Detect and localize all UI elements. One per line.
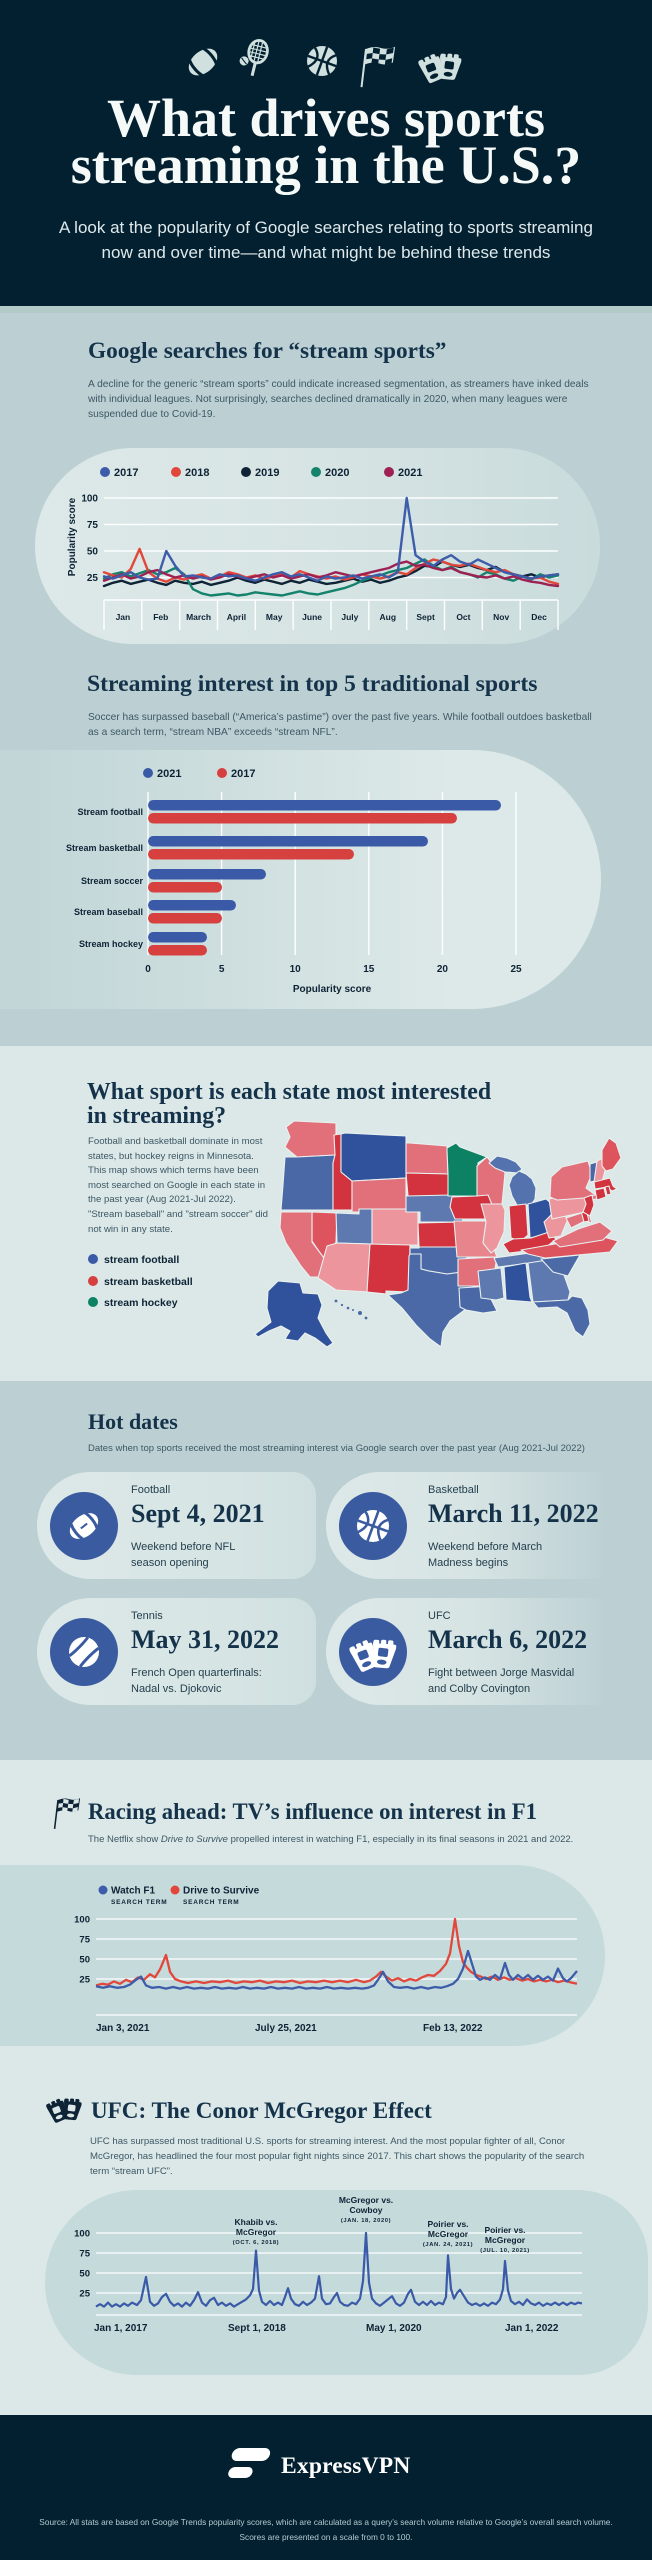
svg-text:25: 25 xyxy=(510,964,522,975)
svg-text:Jan 3, 2021: Jan 3, 2021 xyxy=(96,2023,150,2034)
svg-text:July: July xyxy=(341,612,358,622)
svg-text:75: 75 xyxy=(87,520,99,531)
svg-text:(OCT. 6, 2018): (OCT. 6, 2018) xyxy=(233,2240,279,2246)
svg-text:Drive to Survive: Drive to Survive xyxy=(183,1886,260,1897)
svg-text:Poirier vs.: Poirier vs. xyxy=(427,2219,468,2229)
svg-text:Cowboy: Cowboy xyxy=(349,2205,382,2215)
svg-text:(JUL. 10, 2021): (JUL. 10, 2021) xyxy=(480,2248,530,2254)
svg-text:75: 75 xyxy=(79,1935,90,1946)
svg-text:2020: 2020 xyxy=(325,467,349,479)
svg-text:100: 100 xyxy=(81,494,98,505)
svg-text:Stream hockey: Stream hockey xyxy=(79,939,143,949)
svg-text:Khabib vs.: Khabib vs. xyxy=(235,2217,278,2227)
svg-text:May: May xyxy=(266,612,283,622)
svg-text:McGregor: McGregor xyxy=(236,2227,277,2237)
svg-text:5: 5 xyxy=(219,964,225,975)
svg-text:March: March xyxy=(186,612,211,622)
svg-text:McGregor: McGregor xyxy=(485,2235,526,2245)
svg-text:Stream basketball: Stream basketball xyxy=(66,843,143,853)
svg-text:(JAN. 18, 2020): (JAN. 18, 2020) xyxy=(341,2218,391,2224)
svg-text:McGregor: McGregor xyxy=(428,2229,469,2239)
svg-text:25: 25 xyxy=(79,1975,90,1986)
svg-text:20: 20 xyxy=(437,964,449,975)
svg-text:100: 100 xyxy=(74,2229,90,2240)
svg-text:50: 50 xyxy=(79,2269,90,2280)
svg-text:SEARCH TERM: SEARCH TERM xyxy=(111,1899,167,1906)
svg-text:Jan 1, 2022: Jan 1, 2022 xyxy=(505,2323,559,2334)
svg-text:2019: 2019 xyxy=(255,467,279,479)
svg-text:Stream baseball: Stream baseball xyxy=(74,907,143,917)
svg-text:Jan 1, 2017: Jan 1, 2017 xyxy=(94,2323,148,2334)
svg-text:2021: 2021 xyxy=(157,768,181,780)
svg-text:Popularity score: Popularity score xyxy=(293,984,372,995)
svg-text:2017: 2017 xyxy=(114,467,138,479)
svg-text:Feb 13, 2022: Feb 13, 2022 xyxy=(423,2023,483,2034)
svg-text:Sept: Sept xyxy=(416,612,435,622)
svg-text:Stream football: Stream football xyxy=(77,807,143,817)
svg-text:June: June xyxy=(302,612,322,622)
svg-text:15: 15 xyxy=(363,964,375,975)
svg-text:Oct: Oct xyxy=(456,612,470,622)
svg-text:Dec: Dec xyxy=(531,612,547,622)
svg-text:10: 10 xyxy=(290,964,302,975)
svg-text:100: 100 xyxy=(74,1915,90,1926)
svg-text:2018: 2018 xyxy=(185,467,209,479)
svg-text:Popularity score: Popularity score xyxy=(67,497,78,576)
svg-text:stream football: stream football xyxy=(104,1254,179,1266)
svg-text:May 1, 2020: May 1, 2020 xyxy=(366,2323,422,2334)
svg-text:50: 50 xyxy=(79,1955,90,1966)
svg-text:Stream soccer: Stream soccer xyxy=(81,876,144,886)
svg-text:Feb: Feb xyxy=(153,612,168,622)
svg-text:25: 25 xyxy=(79,2289,90,2300)
svg-text:(JAN. 24, 2021): (JAN. 24, 2021) xyxy=(423,2242,473,2248)
svg-text:75: 75 xyxy=(79,2249,90,2260)
svg-text:McGregor vs.: McGregor vs. xyxy=(339,2195,393,2205)
svg-text:Poirier vs.: Poirier vs. xyxy=(484,2225,525,2235)
svg-text:50: 50 xyxy=(87,547,99,558)
svg-text:Watch F1: Watch F1 xyxy=(111,1886,156,1897)
svg-text:Jan: Jan xyxy=(116,612,131,622)
svg-text:stream basketball: stream basketball xyxy=(104,1276,193,1288)
svg-text:2017: 2017 xyxy=(231,768,255,780)
svg-text:2021: 2021 xyxy=(398,467,422,479)
svg-text:July 25, 2021: July 25, 2021 xyxy=(255,2023,317,2034)
svg-text:0: 0 xyxy=(145,964,151,975)
svg-text:Nov: Nov xyxy=(493,612,509,622)
svg-text:Sept 1, 2018: Sept 1, 2018 xyxy=(228,2323,286,2334)
svg-text:SEARCH TERM: SEARCH TERM xyxy=(183,1899,239,1906)
svg-text:stream hockey: stream hockey xyxy=(104,1297,178,1309)
svg-text:25: 25 xyxy=(87,573,99,584)
svg-text:Aug: Aug xyxy=(380,612,397,622)
svg-text:April: April xyxy=(227,612,246,622)
